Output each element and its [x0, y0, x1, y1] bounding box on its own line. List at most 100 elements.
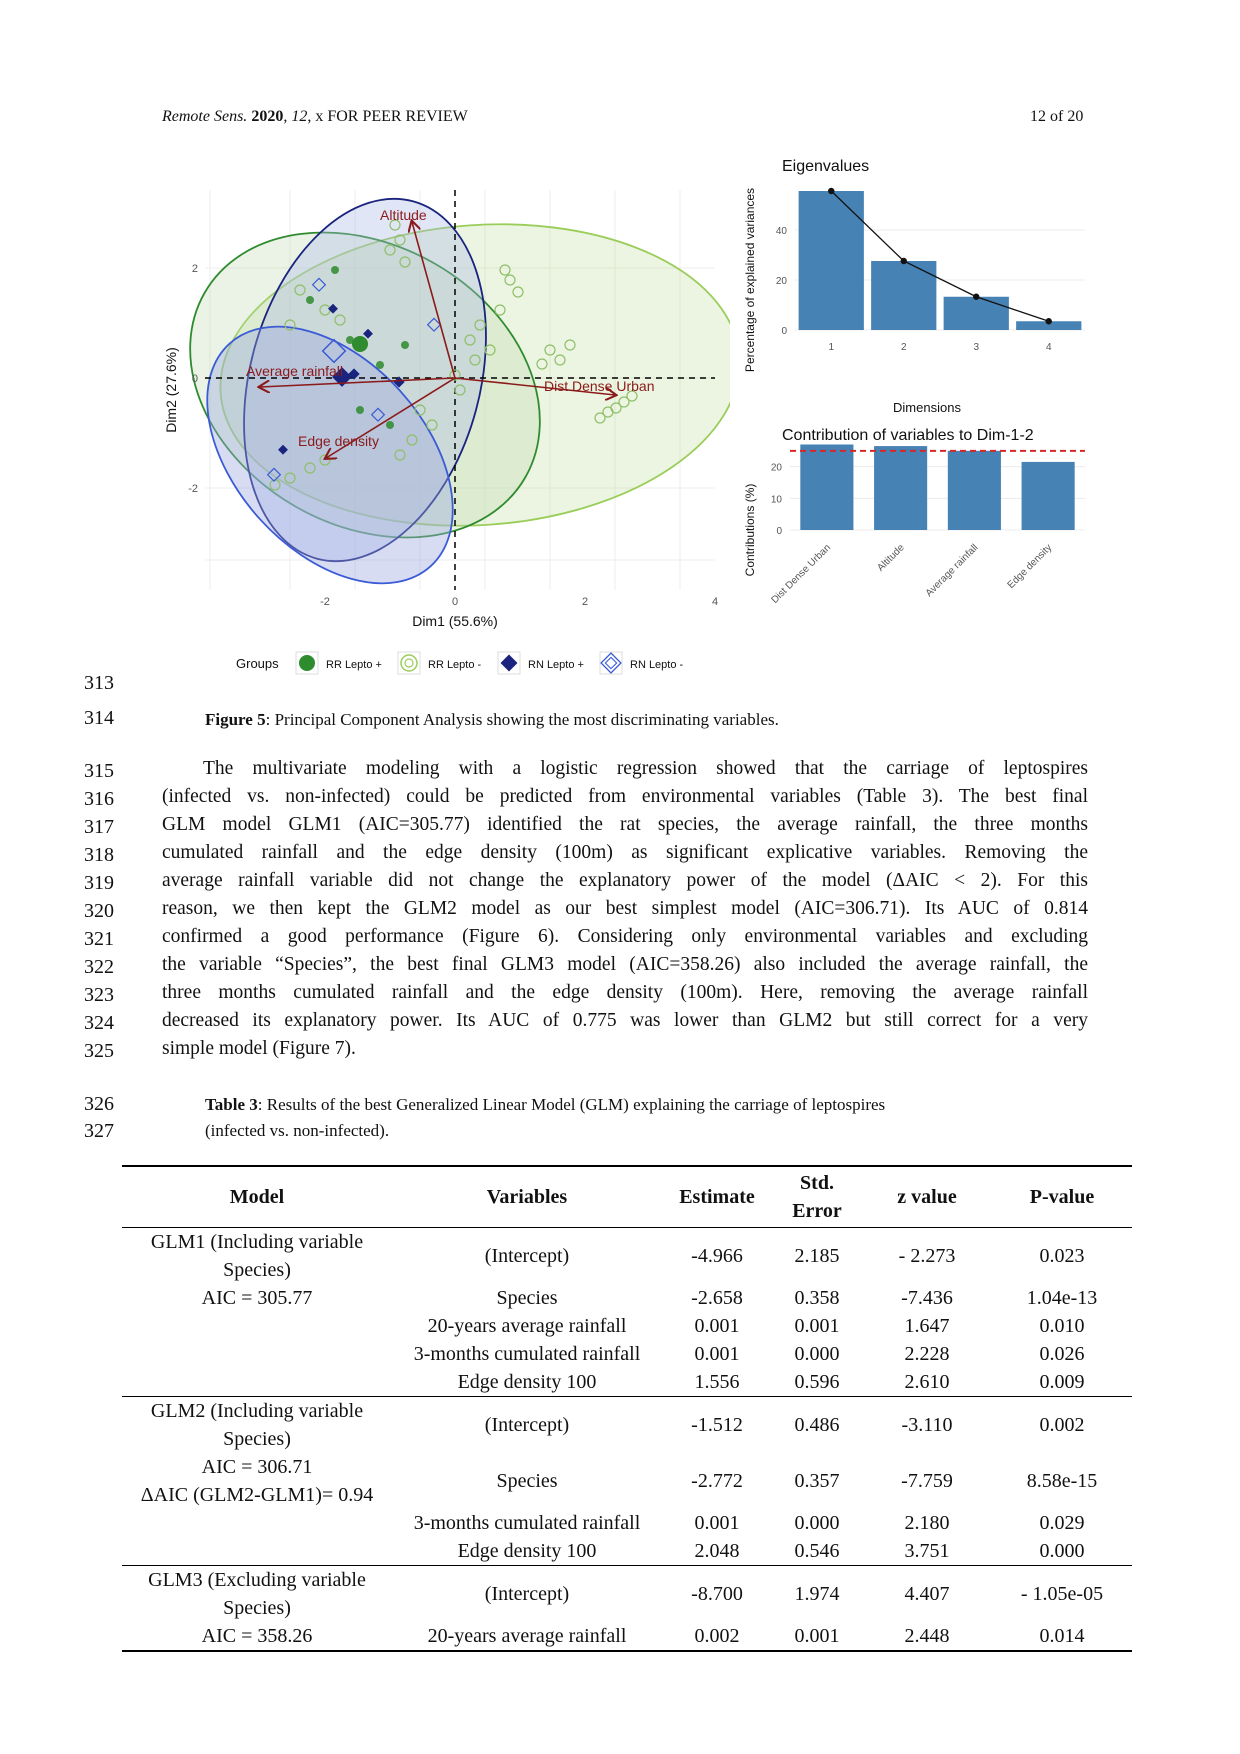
pca-legend: Groups RR Lepto + RR Lepto - RN Lepto + … — [236, 651, 684, 675]
z-value-cell: - 2.273 — [898, 1245, 956, 1267]
eigen-title: Eigenvalues — [782, 158, 869, 175]
table-row: Edge density 100 1.556 0.596 2.610 0.009 — [122, 1368, 1132, 1397]
table-row: Species -2.658 0.358 -7.436 1.04e-13 — [122, 1284, 1132, 1312]
contrib-y-tick: 20 — [771, 463, 783, 474]
estimate-cell: 0.002 — [694, 1625, 740, 1647]
legend-title: Groups — [236, 656, 279, 671]
table-label: Table 3 — [205, 1095, 258, 1114]
p-value-cell: 0.002 — [1039, 1414, 1085, 1436]
z-value-cell: 3.751 — [904, 1540, 950, 1562]
table-row: 3-months cumulated rainfall 0.001 0.000 … — [122, 1509, 1132, 1537]
header-variables: Variables — [486, 1186, 568, 1208]
estimate-cell: -4.966 — [691, 1245, 743, 1267]
std-error-cell: 0.358 — [794, 1287, 840, 1309]
legend-rn-minus: RN Lepto - — [630, 659, 684, 671]
x-tick-neg2: -2 — [320, 596, 330, 608]
eigen-point — [1045, 318, 1052, 325]
eigen-point — [973, 293, 980, 300]
line-number: 326 — [84, 1093, 114, 1115]
line-number: 313 — [84, 672, 114, 694]
arrow-label-average-rainfall: Average rainfall — [246, 363, 343, 379]
z-value-cell: -3.110 — [901, 1414, 953, 1436]
table-row: 20-years average rainfall 0.002 0.001 2.… — [122, 1622, 1132, 1651]
arrow-label-edge-density: Edge density — [298, 433, 379, 449]
table-row: GLM2 (Including variable Species) AIC = 30… — [122, 1396, 1132, 1506]
contribution-chart: Contribution of variables to Dim-1-2 0 10… — [743, 427, 1085, 606]
estimate-cell: 0.001 — [694, 1315, 740, 1337]
std-error-cell: 1.974 — [794, 1583, 840, 1605]
table-row: Species -2.772 0.357 -7.759 8.58e-15 — [122, 1453, 1132, 1509]
variable-cell: 20-years average rainfall — [427, 1625, 627, 1647]
eigen-point — [900, 257, 907, 265]
variable-cell: 3-months cumulated rainfall — [413, 1512, 641, 1534]
eigen-x-tick: 4 — [1046, 342, 1052, 353]
review-note: , x FOR PEER REVIEW — [307, 108, 468, 125]
table-row: 20-years average rainfall 0.001 0.001 1.… — [122, 1312, 1132, 1340]
contrib-x-tick: Edge density — [1006, 542, 1055, 591]
results-table: Model Variables Estimate Std. Error z val… — [122, 1165, 1132, 1652]
std-error-cell: 0.546 — [794, 1540, 840, 1562]
std-error-cell: 0.486 — [794, 1414, 840, 1436]
line-number: 318 — [84, 844, 114, 866]
line-number: 315 — [84, 760, 114, 782]
line-number: 324 — [84, 1012, 114, 1034]
eigen-y-tick: 20 — [776, 276, 788, 287]
contrib-bar — [1021, 461, 1075, 530]
header-p-value: P-value — [1029, 1186, 1095, 1208]
eigen-bar — [943, 296, 1009, 330]
model-cell-glm1: GLM1 (Including variable Species) AIC = 30… — [150, 1231, 364, 1309]
paragraph-line: GLM model GLM1 (AIC=305.77) identified t… — [162, 814, 1088, 835]
p-value-cell: 0.023 — [1039, 1245, 1085, 1267]
y-tick-2: 2 — [192, 263, 198, 275]
model-cell-glm3: GLM3 (Excluding variable Species) AIC = 35… — [148, 1569, 366, 1647]
pca-xlabel: Dim1 (55.6%) — [412, 613, 498, 629]
line-number: 322 — [84, 956, 114, 978]
z-value-cell: -7.759 — [901, 1470, 953, 1492]
p-value-cell: 8.58e-15 — [1026, 1470, 1098, 1492]
estimate-cell: -2.658 — [691, 1287, 743, 1309]
eigen-bar — [1016, 321, 1082, 330]
paragraph-line: average rainfall variable did not change… — [162, 870, 1088, 891]
eigen-y-tick: 0 — [781, 326, 787, 337]
eigen-bar — [798, 191, 864, 330]
y-tick-0: 0 — [192, 373, 198, 385]
variable-cell: 20-years average rainfall — [427, 1315, 627, 1337]
variable-cell: Edge density 100 — [457, 1540, 597, 1562]
header-z-value: z value — [897, 1186, 957, 1208]
eigen-bar — [871, 261, 937, 330]
variable-cell: (Intercept) — [484, 1414, 570, 1436]
eigen-y-tick: 40 — [776, 226, 788, 237]
contrib-ylabel: Contributions (%) — [743, 484, 757, 577]
x-tick-2: 2 — [582, 596, 588, 608]
z-value-cell: 4.407 — [904, 1583, 950, 1605]
table-caption-line1: : Results of the best Generalized Linear… — [257, 1095, 886, 1114]
std-error-cell: 0.001 — [794, 1315, 840, 1337]
std-error-cell: 2.185 — [794, 1245, 840, 1267]
variable-cell: Edge density 100 — [457, 1371, 597, 1393]
std-error-cell: 0.596 — [794, 1371, 840, 1393]
std-error-cell: 0.357 — [794, 1470, 840, 1492]
p-value-cell: - 1.05e-05 — [1020, 1583, 1104, 1605]
estimate-cell: -8.700 — [691, 1583, 743, 1605]
variable-cell: (Intercept) — [484, 1583, 570, 1605]
page-number: 12 of 20 — [1030, 108, 1084, 125]
line-number: 316 — [84, 788, 114, 810]
table-row: Edge density 100 2.048 0.546 3.751 0.000 — [122, 1537, 1132, 1566]
line-number: 327 — [84, 1120, 114, 1142]
contrib-bar — [947, 450, 1001, 530]
variable-cell: 3-months cumulated rainfall — [413, 1343, 641, 1365]
header-std-error: Std. Error — [792, 1172, 842, 1222]
variable-cell: Species — [496, 1470, 558, 1492]
legend-rr-plus: RR Lepto + — [326, 659, 382, 671]
eigen-ylabel: Percentage of explained variances — [743, 188, 757, 372]
table-caption-line2: (infected vs. non-infected). — [205, 1121, 390, 1140]
figure-label: Figure 5 — [205, 710, 266, 729]
line-number: 323 — [84, 984, 114, 1006]
table-row: GLM3 (Excluding variable Species) AIC = 35… — [122, 1565, 1132, 1647]
table-caption: Table 3: Results of the best Generalized… — [205, 1095, 885, 1115]
line-number: 319 — [84, 872, 114, 894]
legend-rr-minus: RR Lepto - — [428, 659, 482, 671]
table-row: 3-months cumulated rainfall 0.001 0.000 … — [122, 1340, 1132, 1368]
paragraph-line: reason, we then kept the GLM2 model as o… — [162, 898, 1088, 919]
p-value-cell: 0.010 — [1039, 1315, 1085, 1337]
